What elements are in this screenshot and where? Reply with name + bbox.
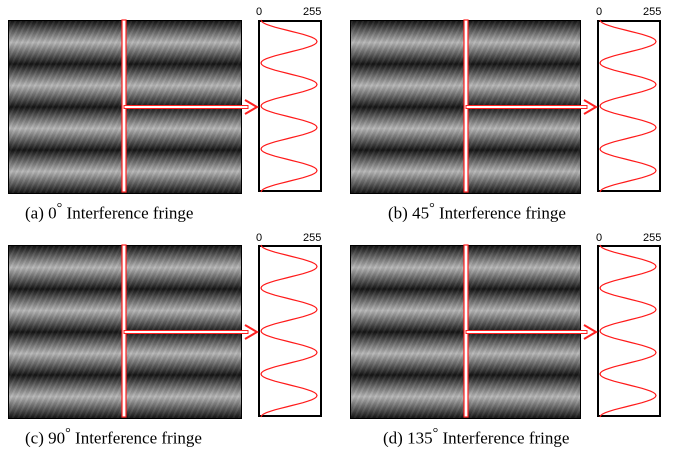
arrow-head-c — [244, 324, 259, 340]
caption-d: (d) 135° Interference fringe — [383, 425, 569, 449]
intensity-profile-a — [258, 20, 322, 192]
profile-min-label-b: 0 — [596, 6, 603, 18]
degree-symbol-a: ° — [56, 200, 63, 216]
profile-max-label-c: 255 — [303, 232, 322, 244]
caption-b-text: Interference fringe — [434, 203, 566, 223]
caption-d-text: Interference fringe — [438, 428, 570, 448]
caption-a: (a) 0° Interference fringe — [25, 200, 193, 224]
profile-max-label-a: 255 — [303, 6, 322, 18]
arrow-shaft-d — [465, 330, 588, 334]
degree-symbol-b: ° — [429, 200, 435, 216]
arrow-head-d — [583, 324, 598, 340]
caption-c-label: (c) 90 — [25, 428, 66, 448]
profile-curve-d — [599, 244, 657, 418]
caption-c: (c) 90° Interference fringe — [25, 425, 202, 449]
degree-symbol-c: ° — [65, 425, 71, 441]
profile-max-label-b: 255 — [643, 6, 662, 18]
degree-symbol-d: ° — [432, 425, 439, 441]
caption-b-label: (b) 45 — [388, 203, 430, 223]
caption-a-label: (a) 0 — [25, 203, 57, 223]
intensity-profile-c — [258, 245, 322, 417]
caption-a-text: Interference fringe — [62, 203, 194, 223]
intensity-profile-d — [597, 245, 661, 417]
caption-c-text: Interference fringe — [70, 428, 202, 448]
profile-max-label-d: 255 — [643, 232, 662, 244]
arrow-head-b — [583, 99, 598, 115]
arrow-shaft-a — [123, 105, 249, 109]
profile-min-label-d: 0 — [596, 232, 603, 244]
profile-min-label-a: 0 — [256, 6, 263, 18]
profile-curve-b — [599, 19, 657, 193]
caption-d-label: (d) 135 — [383, 428, 433, 448]
profile-curve-a — [260, 19, 318, 193]
arrow-shaft-c — [123, 330, 249, 334]
profile-min-label-c: 0 — [256, 232, 263, 244]
arrow-head-a — [244, 99, 259, 115]
profile-curve-c — [260, 244, 318, 418]
intensity-profile-b — [597, 20, 661, 192]
caption-b: (b) 45° Interference fringe — [388, 200, 566, 224]
arrow-shaft-b — [465, 105, 588, 109]
